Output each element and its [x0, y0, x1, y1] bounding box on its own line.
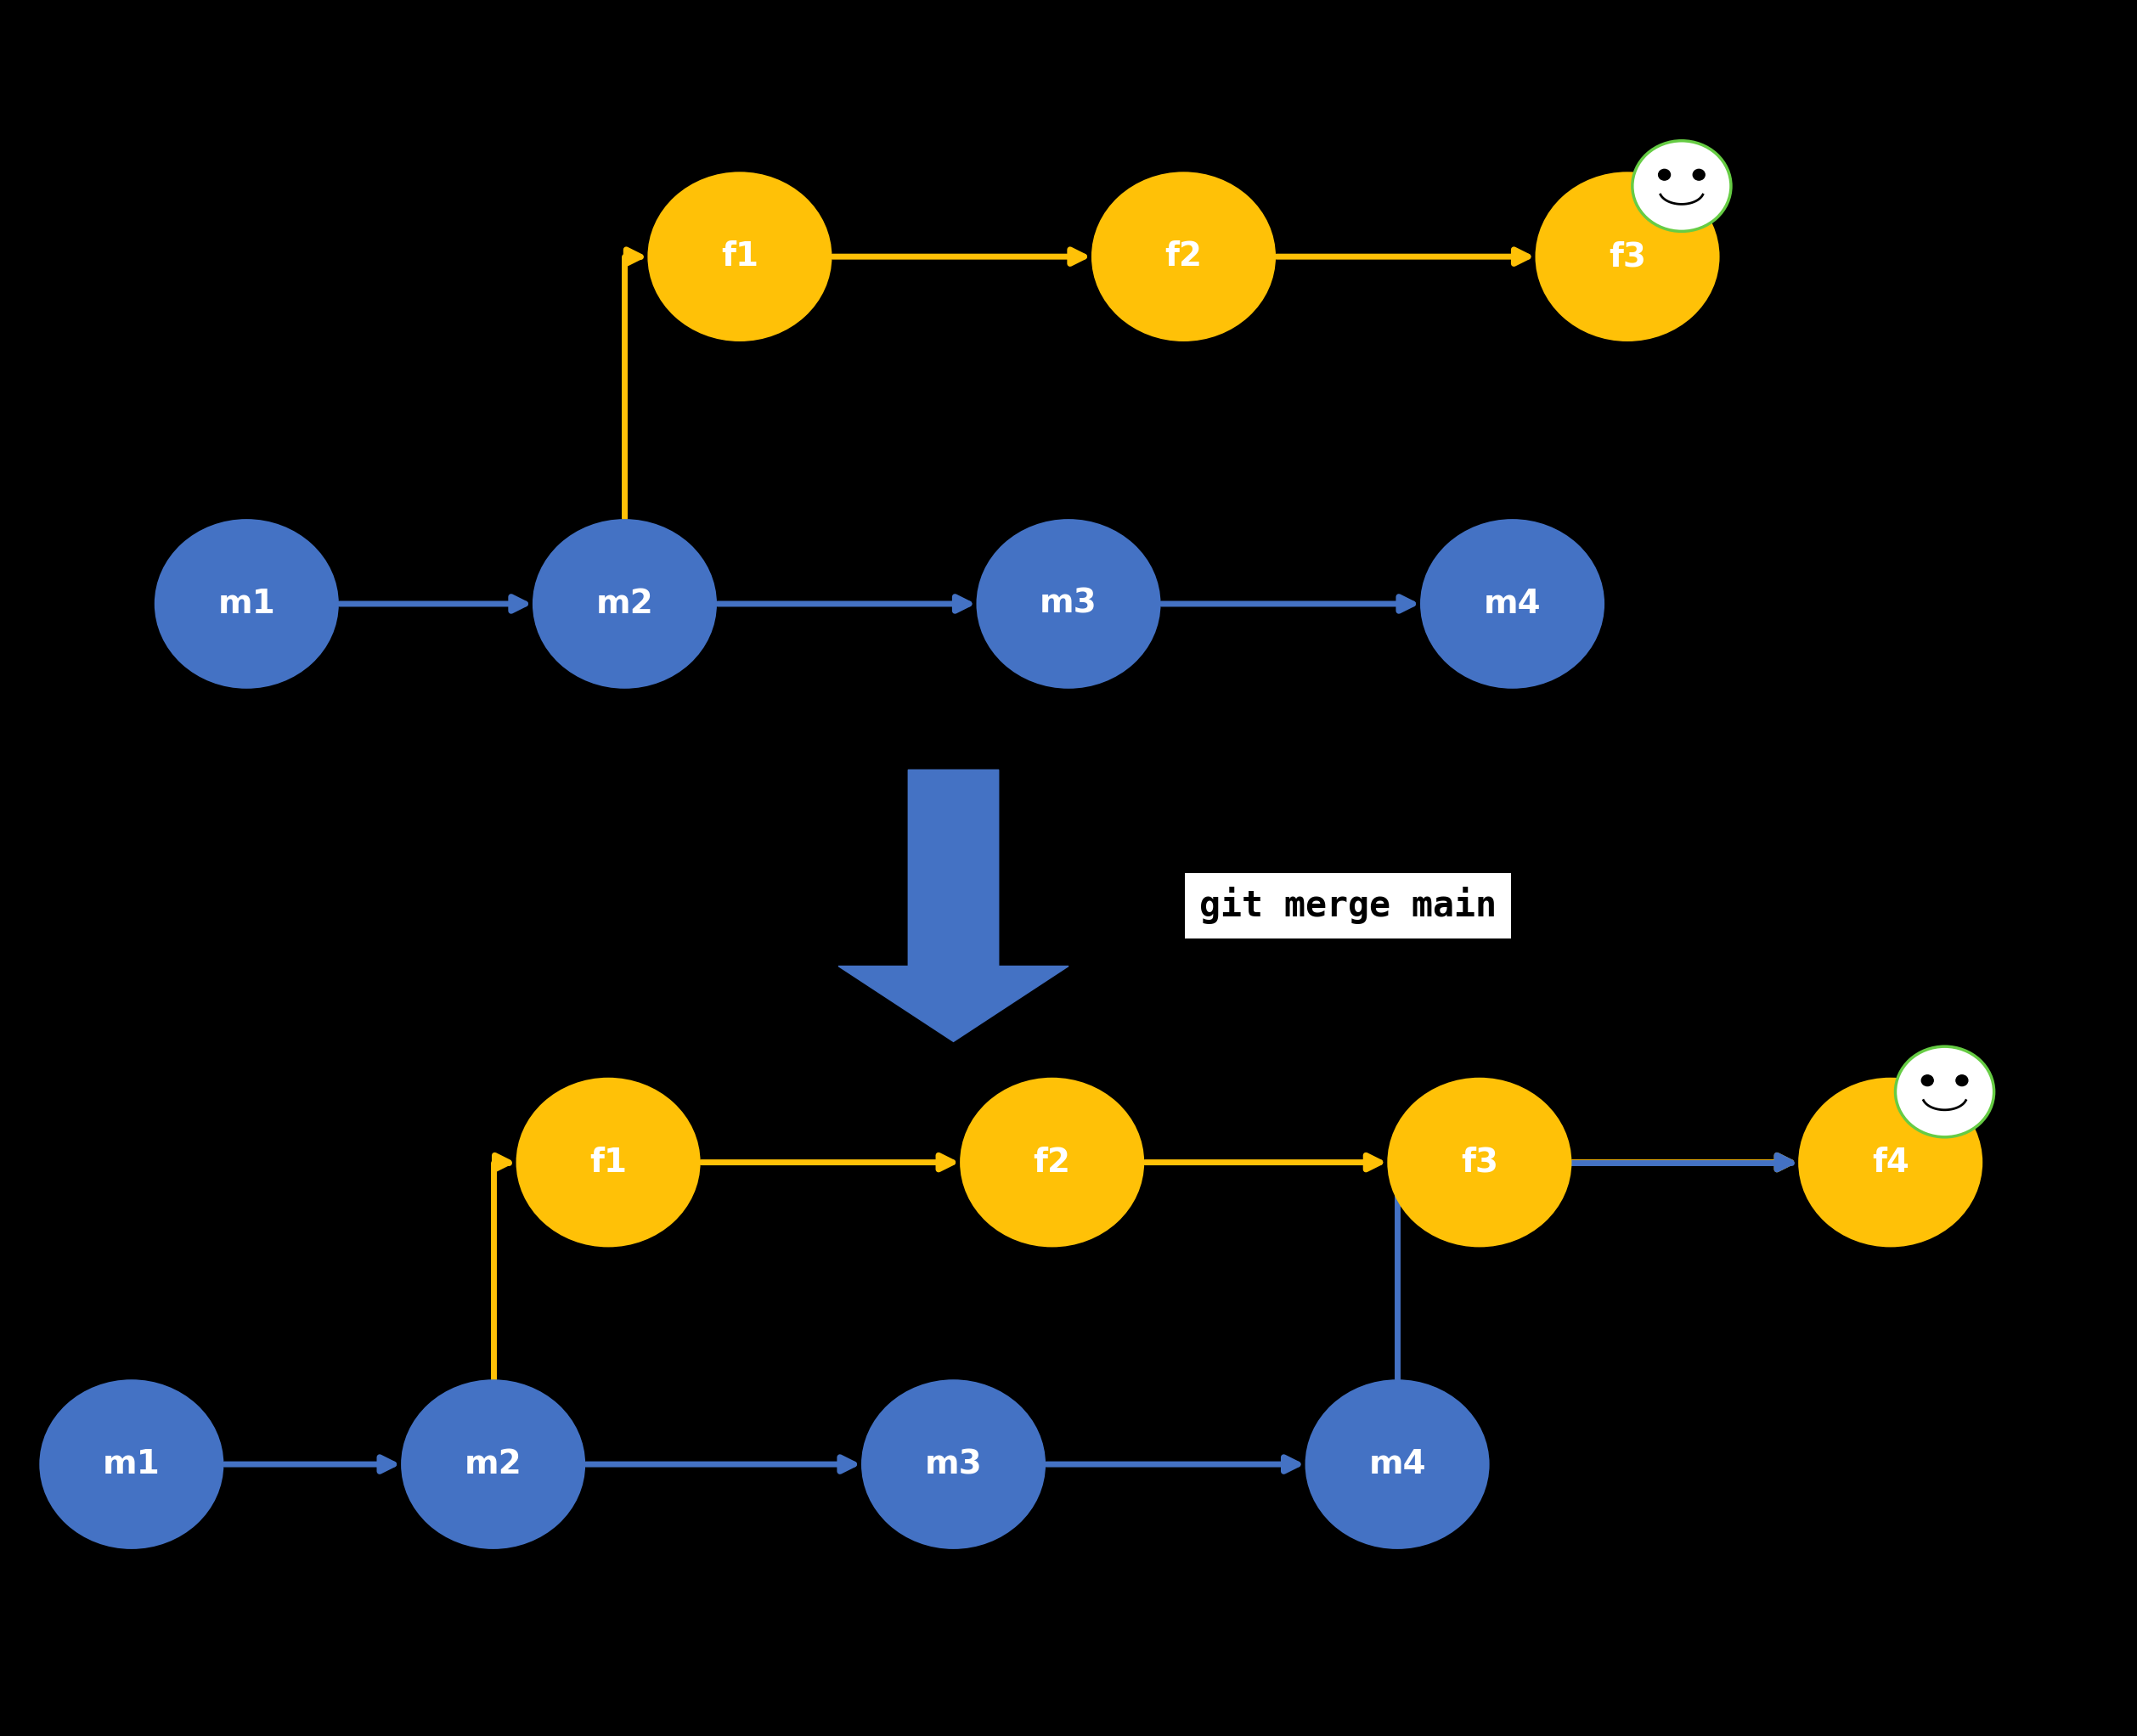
Circle shape [650, 174, 829, 340]
Circle shape [1389, 1080, 1571, 1245]
Text: f2: f2 [1165, 241, 1203, 273]
Text: f2: f2 [1034, 1146, 1071, 1179]
Text: f3: f3 [1462, 1146, 1498, 1179]
Circle shape [156, 521, 338, 687]
Circle shape [402, 1382, 583, 1547]
Text: m1: m1 [103, 1448, 160, 1481]
Text: m1: m1 [218, 589, 276, 620]
Circle shape [41, 1382, 222, 1547]
Circle shape [1896, 1047, 1994, 1137]
Circle shape [1799, 1080, 1981, 1245]
Text: f1: f1 [590, 1146, 626, 1179]
Text: f4: f4 [1872, 1146, 1908, 1179]
Circle shape [1921, 1075, 1934, 1087]
Circle shape [517, 1080, 699, 1245]
Text: m2: m2 [596, 589, 654, 620]
Text: m3: m3 [925, 1448, 983, 1481]
Text: f1: f1 [720, 241, 759, 273]
Circle shape [1421, 521, 1603, 687]
Circle shape [1693, 170, 1705, 181]
Circle shape [1094, 174, 1274, 340]
Text: m3: m3 [1041, 589, 1096, 620]
Circle shape [1658, 170, 1671, 181]
Text: m4: m4 [1368, 1448, 1425, 1481]
Text: git merge main: git merge main [1199, 887, 1496, 925]
Circle shape [1308, 1382, 1487, 1547]
Text: m2: m2 [464, 1448, 521, 1481]
Text: f3: f3 [1609, 241, 1645, 273]
Text: m4: m4 [1483, 589, 1541, 620]
Circle shape [979, 521, 1158, 687]
Circle shape [1633, 141, 1731, 231]
Circle shape [962, 1080, 1143, 1245]
FancyArrow shape [838, 769, 1068, 1042]
Circle shape [863, 1382, 1043, 1547]
Circle shape [1537, 174, 1718, 340]
Circle shape [534, 521, 716, 687]
Circle shape [1955, 1075, 1968, 1087]
